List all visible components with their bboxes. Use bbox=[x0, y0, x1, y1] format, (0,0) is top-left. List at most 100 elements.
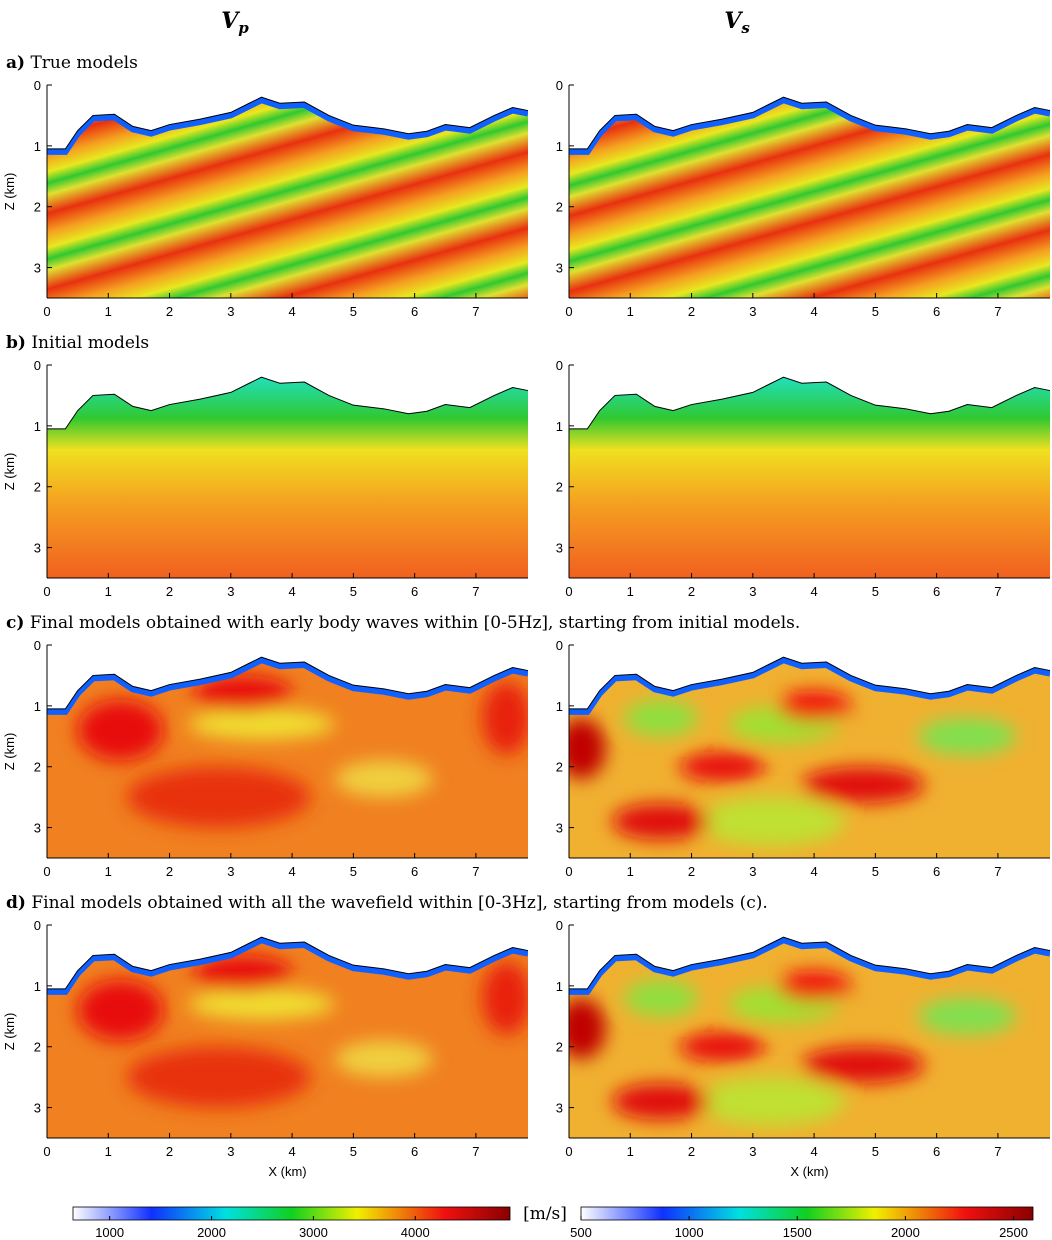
panel-label: c) bbox=[6, 613, 24, 633]
x-tick-label: 1 bbox=[627, 864, 634, 879]
subscript: s bbox=[741, 19, 750, 37]
column-title: Vp bbox=[221, 8, 249, 37]
y-tick-label: 3 bbox=[556, 1101, 563, 1116]
anomaly bbox=[777, 690, 851, 722]
x-tick-label: 1 bbox=[105, 304, 112, 319]
model-panel: 0 1 2 3 0 1 2 3 4 5 6 7 bbox=[556, 638, 1051, 879]
y-tick-label: 3 bbox=[556, 541, 563, 556]
anomaly bbox=[187, 988, 335, 1020]
caption-text: True models bbox=[30, 53, 137, 73]
model-panel: 0 1 2 3 0 1 2 3 4 5 6 7 bbox=[556, 358, 1051, 599]
anomaly bbox=[697, 797, 845, 846]
x-tick-label: 5 bbox=[350, 1144, 357, 1159]
x-tick-label: 2 bbox=[166, 304, 173, 319]
x-tick-label: 7 bbox=[994, 1144, 1001, 1159]
y-tick-label: 0 bbox=[34, 918, 41, 933]
x-tick-label: 7 bbox=[472, 864, 479, 879]
anomaly bbox=[697, 1077, 845, 1126]
background bbox=[47, 377, 528, 578]
panel-label: d) bbox=[6, 893, 26, 913]
model-panel: 0 1 2 3 0 1 2 3 4 5 6 7 Z (km) bbox=[2, 78, 529, 319]
x-tick-label: 3 bbox=[227, 304, 234, 319]
x-tick-label: 6 bbox=[933, 864, 940, 879]
symbol: V bbox=[221, 8, 240, 34]
y-tick-label: 1 bbox=[34, 979, 41, 994]
y-tick-label: 3 bbox=[556, 821, 563, 836]
x-tick-label: 5 bbox=[872, 304, 879, 319]
colorbar-tick-label: 1000 bbox=[675, 1225, 704, 1240]
x-tick-label: 5 bbox=[872, 864, 879, 879]
x-tick-label: 5 bbox=[350, 584, 357, 599]
colorbar-tick-label: 1000 bbox=[95, 1225, 124, 1240]
x-tick-label: 4 bbox=[288, 584, 295, 599]
y-tick-label: 2 bbox=[34, 200, 41, 215]
velocity-image bbox=[569, 937, 1050, 1138]
model-panel: 0 1 2 3 0 1 2 3 4 5 6 7 Z (km) bbox=[2, 358, 529, 599]
x-tick-label: 2 bbox=[688, 1144, 695, 1159]
y-tick-label: 1 bbox=[34, 699, 41, 714]
x-tick-label: 7 bbox=[994, 864, 1001, 879]
x-tick-label: 0 bbox=[565, 584, 572, 599]
colorbar-tick-label: 500 bbox=[570, 1225, 592, 1240]
low-velocity-layer bbox=[569, 657, 1050, 715]
caption-text: Initial models bbox=[31, 333, 149, 353]
y-tick-label: 2 bbox=[556, 480, 563, 495]
model-panel: 0 1 2 3 0 1 2 3 4 5 6 7 Z (km) X (km) bbox=[2, 918, 529, 1179]
y-axis-label: Z (km) bbox=[2, 453, 17, 491]
topography bbox=[47, 376, 529, 430]
velocity-image bbox=[569, 657, 1050, 858]
x-tick-label: 1 bbox=[627, 584, 634, 599]
anomaly bbox=[77, 699, 164, 761]
anomaly bbox=[611, 803, 710, 840]
y-tick-label: 1 bbox=[556, 139, 563, 154]
x-tick-label: 6 bbox=[411, 864, 418, 879]
colorbar-tick-label: 1500 bbox=[783, 1225, 812, 1240]
y-tick-label: 2 bbox=[34, 760, 41, 775]
column-title: Vs bbox=[724, 8, 750, 37]
colorbar-tick-label: 3000 bbox=[299, 1225, 328, 1240]
topography bbox=[569, 96, 1051, 150]
colorbar-tick-label: 2000 bbox=[197, 1225, 226, 1240]
panel-caption: a) True models bbox=[6, 53, 138, 73]
x-tick-label: 2 bbox=[688, 864, 695, 879]
x-tick-label: 3 bbox=[749, 1144, 756, 1159]
x-tick-label: 4 bbox=[288, 864, 295, 879]
y-tick-label: 3 bbox=[34, 541, 41, 556]
colorbar-tick-label: 2500 bbox=[999, 1225, 1028, 1240]
x-tick-label: 4 bbox=[810, 864, 817, 879]
x-tick-label: 3 bbox=[227, 584, 234, 599]
velocity-image bbox=[569, 377, 1050, 578]
x-tick-label: 3 bbox=[749, 584, 756, 599]
velocity-image bbox=[47, 657, 528, 858]
anomaly bbox=[482, 961, 528, 1035]
x-tick-label: 7 bbox=[472, 584, 479, 599]
topography bbox=[47, 936, 529, 990]
colorbar-unit: [m/s] bbox=[523, 1204, 567, 1224]
y-tick-label: 3 bbox=[34, 1101, 41, 1116]
x-tick-label: 0 bbox=[43, 1144, 50, 1159]
anomaly bbox=[777, 970, 851, 1002]
y-tick-label: 1 bbox=[556, 979, 563, 994]
x-axis-label: X (km) bbox=[268, 1164, 306, 1179]
y-tick-label: 1 bbox=[556, 699, 563, 714]
x-tick-label: 3 bbox=[749, 304, 756, 319]
x-tick-label: 4 bbox=[288, 304, 295, 319]
x-tick-label: 4 bbox=[810, 584, 817, 599]
topography bbox=[569, 376, 1051, 430]
anomalies bbox=[569, 690, 1017, 846]
x-tick-label: 0 bbox=[565, 304, 572, 319]
x-tick-label: 1 bbox=[105, 1144, 112, 1159]
x-tick-label: 2 bbox=[166, 584, 173, 599]
velocity-image bbox=[569, 97, 1050, 298]
anomaly bbox=[482, 681, 528, 755]
background bbox=[569, 377, 1050, 578]
anomaly bbox=[126, 1046, 311, 1108]
y-tick-label: 2 bbox=[556, 1040, 563, 1055]
low-velocity-layer bbox=[47, 937, 528, 995]
y-tick-label: 1 bbox=[34, 419, 41, 434]
anomaly bbox=[801, 766, 925, 804]
topography bbox=[569, 936, 1051, 990]
y-tick-label: 2 bbox=[556, 200, 563, 215]
panel-caption: c) Final models obtained with early body… bbox=[6, 613, 800, 633]
anomaly bbox=[187, 708, 335, 740]
